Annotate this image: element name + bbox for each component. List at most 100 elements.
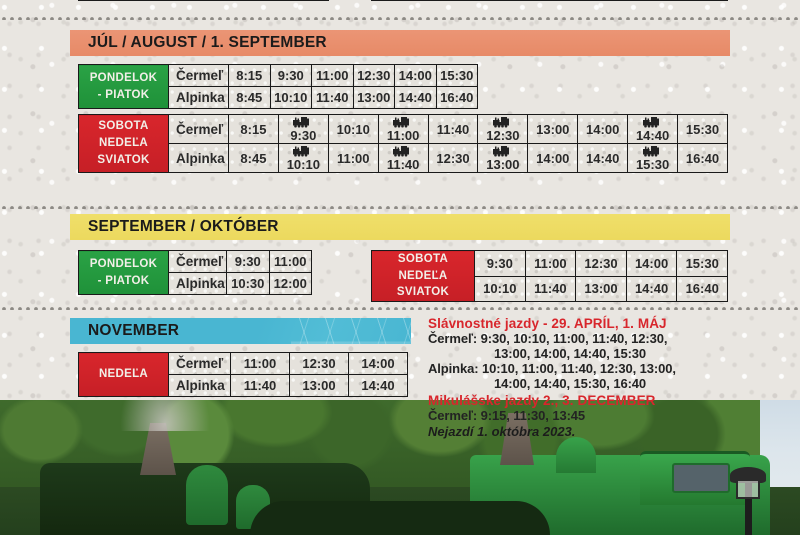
time-cell: 11:00	[230, 352, 290, 375]
table-sep-weekday: PONDELOK - PIATOK Čermeľ 9:30 11:00 Alpi…	[78, 250, 312, 295]
time-cell: 12:30	[289, 352, 349, 375]
time-cell: 11:00	[311, 64, 354, 87]
station-name: Alpinka	[168, 86, 229, 109]
station-name: Čermeľ	[168, 114, 229, 144]
photo-lamp-post	[745, 477, 752, 535]
time-cell: 14:00	[625, 250, 678, 277]
clipped-weekday-table	[78, 0, 329, 1]
day-label-line: SOBOTA	[397, 253, 449, 265]
time-cell: 13:00	[575, 275, 627, 303]
time-cell: 10:10	[269, 86, 312, 109]
time-cell: 11:00	[524, 250, 577, 277]
festive-cermel-line-2: 13:00, 14:00, 14:40, 15:30	[494, 346, 647, 361]
mikulas-rides-title: Mikulášske jazdy 2., 3. DECEMBER	[428, 393, 656, 408]
time-cell: 13:00	[527, 114, 579, 144]
station-name: Alpinka	[168, 374, 231, 397]
time-cell: 14:40	[577, 143, 629, 173]
station-name	[168, 0, 227, 1]
time-cell-steam: 14:40	[627, 114, 679, 144]
time-text: 11:40	[436, 122, 470, 137]
time-text: 12:30	[436, 151, 470, 166]
time-text: 13:00	[536, 122, 570, 137]
special-rides-info: Slávnostné jazdy - 29. APRÍL, 1. MÁJ Čer…	[428, 316, 794, 439]
day-label-weekday	[78, 0, 169, 1]
mikulas-cermel-line: Čermeľ: 9:15, 11:30, 13:45	[428, 408, 586, 423]
time-cell: 12:30	[575, 250, 627, 277]
steam-locomotive-icon	[642, 117, 659, 128]
steam-locomotive-icon	[393, 146, 410, 157]
day-label-line: NEDEĽA	[398, 269, 448, 282]
time-text: 11:00	[336, 151, 370, 166]
photo-cab-window	[672, 463, 730, 493]
time-cell: 11:40	[524, 275, 577, 303]
station-name: Alpinka	[168, 143, 229, 173]
section-title: NOVEMBER	[88, 322, 180, 339]
time-cell: 12:00	[268, 272, 312, 295]
steam-locomotive-icon	[393, 117, 410, 128]
section-divider	[0, 14, 800, 20]
time-cell: 11:00	[327, 143, 379, 173]
time-cell	[260, 0, 295, 1]
time-cell: 8:15	[228, 64, 271, 87]
section-title: SEPTEMBER / OKTÓBER	[88, 218, 279, 235]
table-row: NEDEĽA Čermeľ 11:00 12:30 14:00	[78, 352, 408, 397]
time-cell-steam: 10:10	[277, 143, 329, 173]
day-label-line: SVIATOK	[97, 153, 150, 166]
time-cell-steam: 15:30	[627, 143, 679, 173]
time-cell: 10:30	[226, 272, 270, 295]
day-label-sunday: NEDEĽA	[78, 352, 169, 397]
time-cell-steam: 13:00	[477, 143, 529, 173]
time-cell: 10:10	[470, 0, 524, 1]
time-cell-steam: 11:00	[377, 114, 429, 144]
time-text: 11:00	[386, 128, 420, 143]
time-text: 12:30	[486, 128, 520, 143]
table-november-sunday: NEDEĽA Čermeľ 11:00 12:30 14:00 Alpinka …	[78, 352, 408, 397]
time-text: 9:30	[290, 128, 317, 143]
table-row: SOBOTA NEDEĽA SVIATOK 9:30 11:00 12:30 1…	[371, 249, 728, 303]
steam-locomotive-icon	[492, 117, 509, 128]
station-name: Čermeľ	[168, 352, 231, 375]
time-cell: 12:30	[352, 64, 395, 87]
time-text: 14:40	[586, 151, 620, 166]
table-row: PONDELOK - PIATOK Čermeľ 8:15 9:30 11:00…	[78, 64, 478, 109]
time-cell: 8:15	[228, 114, 279, 144]
table-row: SOBOTA NEDEĽA SVIATOK Čermeľ 8:15	[78, 114, 728, 173]
time-cell: 10:10	[327, 114, 379, 144]
section-title: JÚL / AUGUST / 1. SEPTEMBER	[88, 34, 327, 51]
time-text: 14:00	[586, 122, 620, 137]
day-label-line: - PIATOK	[97, 274, 150, 287]
time-cell: 9:30	[226, 250, 270, 273]
time-cell: 14:00	[527, 143, 579, 173]
time-cell: 14:00	[577, 114, 629, 144]
time-cell: 12:30	[427, 143, 479, 173]
station-name: Čermeľ	[168, 250, 227, 273]
day-label-line: NEDEĽA	[98, 368, 149, 381]
day-label-line: SOBOTA	[98, 120, 149, 133]
photo-lamp-glass	[736, 479, 760, 499]
time-cell: 11:40	[427, 114, 479, 144]
table-jul-weekday: PONDELOK - PIATOK Čermeľ 8:15 9:30 11:00…	[78, 64, 478, 109]
table-row: PONDELOK - PIATOK Čermeľ 9:30 11:00	[78, 250, 312, 295]
day-label-weekday: PONDELOK - PIATOK	[78, 64, 169, 109]
time-cell	[675, 0, 729, 1]
time-text: 8:15	[240, 122, 267, 137]
time-cell: 8:45	[228, 143, 279, 173]
time-cell: 14:00	[394, 64, 437, 87]
section-divider	[0, 203, 800, 209]
clipped-weekend-table: 10:10 11:40 14:40	[371, 0, 729, 1]
steam-locomotive-icon	[642, 146, 659, 157]
table-jul-weekend: SOBOTA NEDEĽA SVIATOK Čermeľ 8:15	[78, 114, 728, 173]
time-cell: 14:40	[394, 86, 437, 109]
time-cell: 14:40	[624, 0, 677, 1]
steam-locomotive-icon	[293, 146, 310, 157]
festive-cermel-line-1: Čermeľ: 9:30, 10:10, 11:00, 11:40, 12:30…	[428, 331, 668, 346]
time-cell: 15:30	[676, 250, 728, 277]
time-text: 10:10	[286, 157, 320, 172]
not-running-note: Nejazdí 1. októbra 2023.	[428, 424, 576, 439]
photo-foreground-shadow	[250, 501, 550, 535]
day-label-line: PONDELOK	[89, 257, 158, 270]
time-cell: 14:40	[348, 374, 408, 397]
steam-locomotive-photo	[0, 400, 800, 535]
time-cell-steam: 12:30	[477, 114, 529, 144]
